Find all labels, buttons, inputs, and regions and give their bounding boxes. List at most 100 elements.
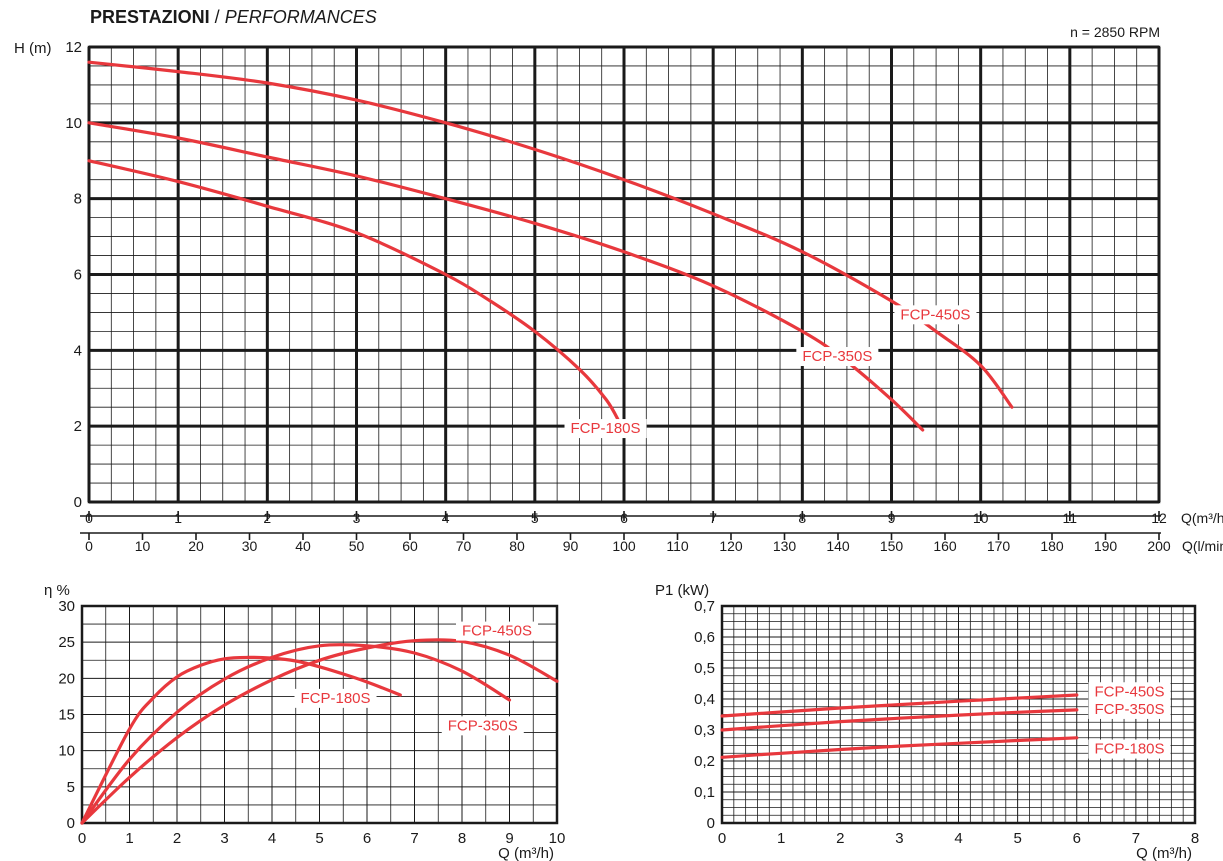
x-axis-title: Q (m³/h) xyxy=(498,845,554,861)
series-label-bg xyxy=(456,621,539,641)
x2-tick-label: 0 xyxy=(85,538,93,554)
y-tick-label: 0,2 xyxy=(694,753,715,770)
x2-tick-label: 110 xyxy=(666,538,689,554)
rpm-label: n = 2850 RPM xyxy=(1070,24,1160,40)
x-tick-label: 1 xyxy=(174,510,182,526)
y-tick-label: 10 xyxy=(58,743,75,760)
series-label-bg xyxy=(564,419,647,439)
x-tick-label: 0 xyxy=(718,830,726,847)
x-tick-label: 7 xyxy=(709,510,717,526)
x2-tick-label: 200 xyxy=(1147,538,1171,554)
x-tick-label: 6 xyxy=(363,830,371,847)
x2-tick-label: 160 xyxy=(933,538,957,554)
series-label-fcp-450s: FCP-450S xyxy=(462,623,532,640)
title-italic: PERFORMANCES xyxy=(224,7,377,27)
x-tick-label: 8 xyxy=(458,830,466,847)
y-tick-label: 0,5 xyxy=(694,660,715,677)
series-line-fcp-450s xyxy=(80,638,559,825)
x2-tick-label: 10 xyxy=(135,538,151,554)
series-label-fcp-180s: FCP-180S xyxy=(571,420,641,437)
y-tick-label: 0,3 xyxy=(694,722,715,739)
x-tick-label: 8 xyxy=(1191,830,1199,847)
grid-power xyxy=(721,605,1196,824)
series-label-fcp-350s: FCP-350S xyxy=(1094,701,1164,718)
x-tick-label: 9 xyxy=(505,830,513,847)
y-tick-label: 6 xyxy=(74,267,82,284)
y-tick-label: 8 xyxy=(74,191,82,208)
x-tick-label: 12 xyxy=(1151,510,1167,526)
x2-tick-label: 130 xyxy=(773,538,797,554)
x2-tick-label: 100 xyxy=(612,538,636,554)
y-tick-label: 25 xyxy=(58,634,75,651)
y-tick-label: 0,4 xyxy=(694,691,715,708)
x-tick-label: 5 xyxy=(1013,830,1021,847)
x-axis-title: Q (m³/h) xyxy=(1136,845,1192,861)
x-tick-label: 2 xyxy=(836,830,844,847)
series-label-bg xyxy=(1088,699,1171,719)
x2-tick-label: 80 xyxy=(509,538,525,554)
y-axis-title: P1 (kW) xyxy=(655,582,709,599)
series-label-bg xyxy=(441,716,524,736)
y-tick-label: 12 xyxy=(65,39,82,56)
y-tick-label: 0,7 xyxy=(694,598,715,615)
y-tick-label: 2 xyxy=(74,418,82,435)
x-tick-label: 2 xyxy=(263,510,271,526)
x-tick-label: 11 xyxy=(1063,510,1078,526)
plot-frame-efficiency xyxy=(80,604,559,825)
series-label-bg xyxy=(1088,739,1171,759)
x-tick-label: 5 xyxy=(531,510,539,526)
x-tick-label: 3 xyxy=(220,830,228,847)
series-label-bg xyxy=(1088,682,1171,702)
series-label-fcp-450s: FCP-450S xyxy=(1094,683,1164,700)
x-tick-label: 0 xyxy=(78,830,86,847)
x2-tick-label: 140 xyxy=(826,538,850,554)
x-tick-label: 6 xyxy=(1073,830,1081,847)
x2-tick-label: 70 xyxy=(456,538,472,554)
x2-tick-label: 20 xyxy=(188,538,204,554)
x-axis-title: Q(m³/h) xyxy=(1181,510,1223,526)
y-axis-title: H (m) xyxy=(14,40,52,57)
x-tick-label: 0 xyxy=(85,510,93,526)
series-label-bg xyxy=(796,347,879,367)
x-tick-label: 6 xyxy=(620,510,628,526)
x2-tick-label: 190 xyxy=(1094,538,1118,554)
x2-tick-label: 120 xyxy=(719,538,743,554)
x-tick-label: 4 xyxy=(442,510,450,526)
y-tick-label: 0 xyxy=(707,815,715,832)
x2-tick-label: 50 xyxy=(349,538,365,554)
y-tick-label: 20 xyxy=(58,670,75,687)
x-tick-label: 8 xyxy=(798,510,806,526)
chart-power: 0 0,1 0,2 0,3 0,4 0,5 0,6 0,7 0 1 2 3 4 5 6 7 8Q (m³/h) P… xyxy=(655,582,1199,861)
x2-tick-label: 90 xyxy=(563,538,579,554)
x-tick-label: 5 xyxy=(315,830,323,847)
series-label-bg xyxy=(894,305,977,325)
x2-axis-title: Q(l/min) xyxy=(1182,538,1223,554)
y-tick-label: 4 xyxy=(74,342,82,359)
x-tick-label: 10 xyxy=(973,510,989,526)
series-line-fcp-350s xyxy=(720,708,1079,732)
x2-tick-label: 170 xyxy=(987,538,1011,554)
series-line-fcp-350s xyxy=(87,121,925,432)
plot-frame-head xyxy=(87,45,1161,504)
y-tick-label: 0,6 xyxy=(694,629,715,646)
x-tick-label: 7 xyxy=(1132,830,1140,847)
y-tick-label: 0 xyxy=(74,494,82,511)
x-tick-label: 2 xyxy=(173,830,181,847)
x-tick-label: 4 xyxy=(268,830,276,847)
y-tick-label: 0,1 xyxy=(694,784,715,801)
x-tick-label: 3 xyxy=(895,830,903,847)
title-separator: / xyxy=(209,7,225,27)
x-tick-label: 1 xyxy=(125,830,133,847)
chart-head: 0246810120123456789101112Q(m³/h)01020304… xyxy=(14,39,1223,554)
series-line-fcp-450s xyxy=(720,693,1079,718)
x-tick-label: 1 xyxy=(777,830,785,847)
x-tick-label: 9 xyxy=(888,510,896,526)
series-line-fcp-350s xyxy=(80,643,512,825)
series-label-fcp-450s: FCP-450S xyxy=(900,306,970,323)
series-label-fcp-350s: FCP-350S xyxy=(448,717,518,734)
x2-tick-label: 40 xyxy=(295,538,311,554)
y-tick-label: 30 xyxy=(58,598,75,615)
series-label-fcp-180s: FCP-180S xyxy=(1094,741,1164,758)
